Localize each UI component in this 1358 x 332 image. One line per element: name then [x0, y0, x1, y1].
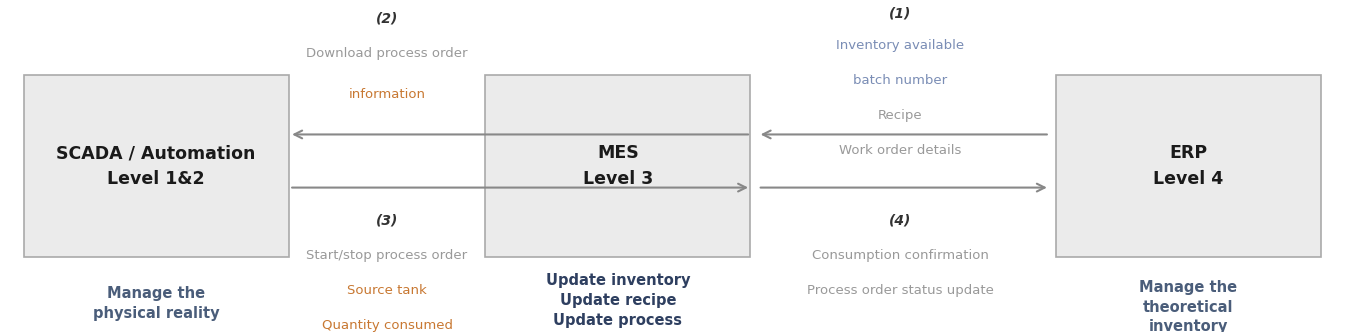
Text: Work order details: Work order details: [839, 144, 961, 157]
Text: Quantity consumed: Quantity consumed: [322, 319, 452, 332]
FancyBboxPatch shape: [24, 75, 289, 257]
Text: Recipe: Recipe: [879, 109, 922, 122]
Text: ERP
Level 4: ERP Level 4: [1153, 144, 1224, 188]
Text: (3): (3): [376, 214, 398, 228]
Text: Process order status update: Process order status update: [807, 284, 994, 297]
Text: (1): (1): [889, 7, 911, 21]
Text: Manage the
theoretical
inventory: Manage the theoretical inventory: [1139, 280, 1237, 332]
Text: (2): (2): [376, 11, 398, 25]
Text: Download process order: Download process order: [307, 46, 467, 60]
Text: Manage the
physical reality: Manage the physical reality: [92, 287, 220, 321]
Text: Consumption confirmation: Consumption confirmation: [812, 249, 989, 262]
FancyBboxPatch shape: [486, 75, 750, 257]
Text: information: information: [349, 88, 425, 101]
Text: Inventory available: Inventory available: [837, 39, 964, 52]
Text: batch number: batch number: [853, 74, 948, 87]
FancyBboxPatch shape: [1057, 75, 1320, 257]
Text: SCADA / Automation
Level 1&2: SCADA / Automation Level 1&2: [57, 144, 255, 188]
Text: Start/stop process order: Start/stop process order: [307, 249, 467, 262]
Text: Source tank: Source tank: [348, 284, 426, 297]
Text: MES
Level 3: MES Level 3: [583, 144, 653, 188]
Text: (4): (4): [889, 214, 911, 228]
Text: Update inventory
Update recipe
Update process
order: Update inventory Update recipe Update pr…: [546, 273, 690, 332]
